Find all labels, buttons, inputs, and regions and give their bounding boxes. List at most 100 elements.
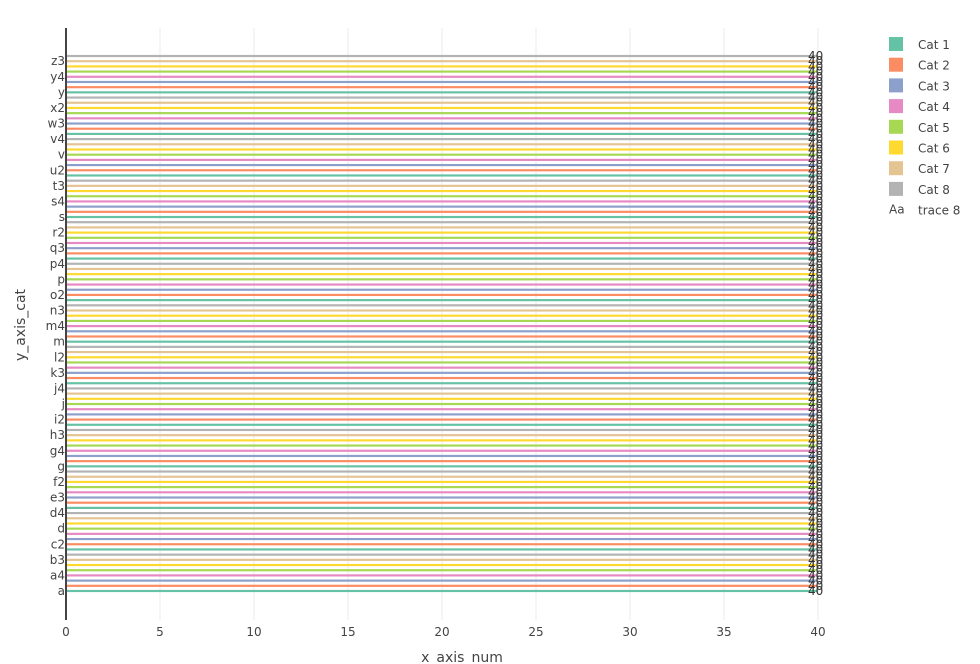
bar (66, 460, 818, 463)
data-label: 40 (808, 189, 823, 203)
bar (66, 60, 818, 63)
legend-item[interactable]: Cat 8 (889, 181, 950, 197)
data-label: 40 (808, 428, 823, 442)
data-label: 40 (808, 366, 823, 380)
bar (66, 397, 818, 400)
data-label: 40 (808, 444, 823, 458)
bar (66, 106, 818, 110)
data-label: 40 (808, 314, 823, 328)
y-tick-label: r2 (52, 226, 65, 240)
data-label: 40 (808, 142, 823, 156)
x-tick-label: 5 (156, 625, 164, 639)
legend-item[interactable]: Cat 4 (889, 99, 950, 114)
bar (66, 553, 818, 556)
bar (66, 273, 818, 276)
bar (66, 215, 818, 219)
data-label: 40 (808, 122, 823, 136)
data-label: 40 (808, 402, 823, 416)
data-label: 40 (808, 475, 823, 489)
data-label: 40 (808, 168, 823, 182)
y-tick-label: g4 (50, 444, 65, 458)
data-label: 40 (808, 174, 823, 188)
data-label: 40 (808, 392, 823, 406)
data-label: 40 (808, 226, 823, 240)
bar (66, 205, 818, 208)
legend-swatch (889, 119, 903, 134)
data-label: 40 (808, 574, 823, 588)
bar (66, 226, 818, 229)
bar (66, 299, 818, 302)
data-label: 40 (808, 205, 823, 219)
bar (66, 387, 818, 390)
data-label: 40 (808, 293, 823, 307)
data-label: 40 (808, 106, 823, 120)
legend-item[interactable]: Cat 7 (889, 161, 950, 176)
data-label: 40 (808, 480, 823, 494)
legend-item[interactable]: Cat 6 (889, 140, 950, 156)
legend-item[interactable]: Cat 3 (889, 78, 950, 93)
data-label: 40 (808, 459, 823, 473)
legend-item[interactable]: Aa trace 8 (889, 203, 960, 218)
data-label: 40 (808, 413, 823, 427)
bar (66, 350, 818, 354)
data-label: 40 (808, 252, 823, 266)
bar (66, 345, 818, 348)
y-tick-label: x2 (50, 101, 65, 115)
data-label: 40 (808, 501, 823, 515)
x-tick-label: 35 (716, 625, 731, 639)
y-tick-label: g (57, 459, 65, 473)
legend-label: Cat 6 (918, 142, 950, 156)
bar (66, 537, 818, 541)
data-label: 40 (808, 340, 823, 354)
data-label: 40 (808, 231, 823, 245)
bar (66, 423, 818, 426)
data-label: 40 (808, 350, 823, 364)
bar (66, 132, 818, 136)
legend-item[interactable]: Cat 1 (889, 37, 950, 52)
y-tick-label: a (58, 584, 65, 598)
y-tick-label: d (57, 522, 65, 536)
data-label: 40 (808, 49, 823, 63)
bar (66, 392, 818, 395)
data-label: 40 (808, 324, 823, 338)
bar (66, 189, 818, 193)
x-tick-label: 15 (340, 625, 355, 639)
data-label: 40 (808, 148, 823, 162)
bar (66, 112, 818, 115)
legend[interactable]: Cat 1 Cat 2 Cat 3 Cat 4 Cat 5 Cat 6 Cat 7 Cat 8… (889, 37, 960, 218)
legend-item[interactable]: Cat 5 (889, 119, 950, 135)
bar (66, 80, 818, 84)
bar (66, 579, 818, 582)
data-label: 40 (808, 361, 823, 375)
legend-item[interactable]: Cat 2 (889, 57, 950, 73)
data-label: 40 (808, 553, 823, 567)
data-label: 40 (808, 59, 823, 73)
y-tick-label: m (53, 335, 65, 349)
data-label: 40 (808, 537, 823, 551)
legend-label: Cat 2 (918, 59, 950, 73)
data-label: 40 (808, 158, 823, 172)
y-tick-label: p4 (50, 257, 65, 271)
bar (66, 511, 818, 515)
y-tick-label: c2 (51, 537, 65, 551)
bar (66, 371, 818, 374)
bar (66, 418, 818, 421)
bar (66, 163, 818, 167)
data-label: 40 (808, 407, 823, 421)
bar (66, 584, 818, 587)
data-label: 40 (808, 584, 823, 598)
y-tick-label: j (61, 397, 65, 411)
bar (66, 444, 818, 447)
grid-lines (159, 28, 819, 620)
bar (66, 236, 818, 239)
bar (66, 470, 818, 473)
data-label: 40 (808, 80, 823, 94)
bar (66, 382, 818, 385)
x-tick-label: 25 (528, 625, 543, 639)
y-tick-label: y4 (50, 70, 65, 84)
bar-series (66, 54, 818, 593)
bar (66, 195, 818, 198)
bar (66, 122, 818, 125)
data-label: 40 (808, 132, 823, 146)
